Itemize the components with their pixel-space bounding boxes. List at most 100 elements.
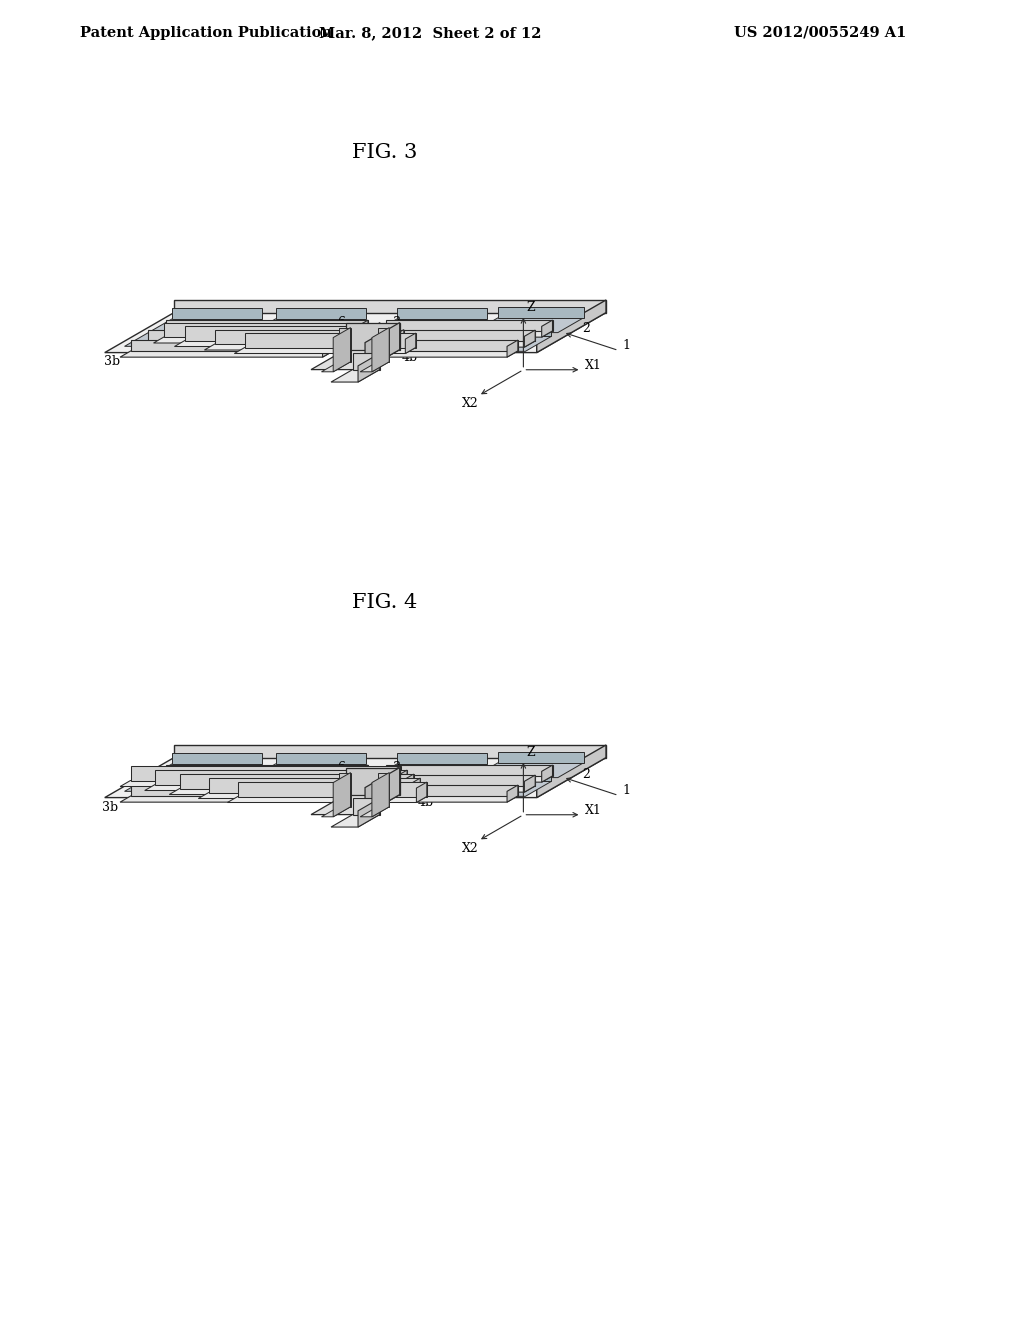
Polygon shape <box>172 752 262 764</box>
Polygon shape <box>120 796 334 803</box>
Polygon shape <box>397 308 487 319</box>
Polygon shape <box>322 807 350 817</box>
Polygon shape <box>397 752 487 764</box>
Polygon shape <box>393 330 403 350</box>
Polygon shape <box>174 300 606 313</box>
Polygon shape <box>403 774 414 795</box>
Polygon shape <box>323 785 334 803</box>
Polygon shape <box>372 327 389 372</box>
Polygon shape <box>365 768 399 814</box>
Polygon shape <box>131 341 334 351</box>
Polygon shape <box>155 776 368 783</box>
Text: 4b: 4b <box>401 351 418 363</box>
Polygon shape <box>169 788 414 795</box>
Text: FIG. 4: FIG. 4 <box>352 593 418 611</box>
Polygon shape <box>340 330 350 347</box>
Polygon shape <box>131 785 334 796</box>
Polygon shape <box>499 752 584 763</box>
Polygon shape <box>166 321 368 331</box>
Polygon shape <box>372 772 389 817</box>
Polygon shape <box>125 764 262 792</box>
Polygon shape <box>417 781 427 803</box>
Polygon shape <box>227 796 427 803</box>
Polygon shape <box>148 330 350 341</box>
Polygon shape <box>185 326 392 341</box>
Polygon shape <box>172 308 262 319</box>
Polygon shape <box>472 763 584 777</box>
Polygon shape <box>382 326 392 346</box>
Polygon shape <box>179 774 414 788</box>
Polygon shape <box>352 354 380 370</box>
Text: X1: X1 <box>585 804 602 817</box>
Text: FIG. 3: FIG. 3 <box>352 143 418 161</box>
Polygon shape <box>166 766 368 776</box>
Polygon shape <box>346 768 399 795</box>
Text: X2: X2 <box>462 842 479 855</box>
Polygon shape <box>341 796 518 803</box>
Polygon shape <box>174 744 606 758</box>
Polygon shape <box>346 322 399 350</box>
Polygon shape <box>357 321 368 337</box>
Polygon shape <box>406 333 416 354</box>
Text: 1: 1 <box>623 339 631 352</box>
Polygon shape <box>339 772 350 807</box>
Polygon shape <box>228 319 366 346</box>
Polygon shape <box>351 785 518 796</box>
Text: 3: 3 <box>393 760 401 774</box>
Polygon shape <box>164 322 380 337</box>
Text: 18b: 18b <box>303 345 327 358</box>
Polygon shape <box>137 341 350 347</box>
Polygon shape <box>472 318 584 333</box>
Polygon shape <box>322 362 350 372</box>
Polygon shape <box>311 795 399 814</box>
Polygon shape <box>120 351 334 358</box>
Text: X1: X1 <box>585 359 602 372</box>
Polygon shape <box>440 337 551 351</box>
Polygon shape <box>234 347 416 354</box>
Polygon shape <box>370 322 380 343</box>
Polygon shape <box>154 337 380 343</box>
Text: 2: 2 <box>582 322 590 335</box>
Polygon shape <box>120 780 400 787</box>
Polygon shape <box>349 764 487 792</box>
Polygon shape <box>499 306 584 318</box>
Text: 4a: 4a <box>217 343 232 356</box>
Polygon shape <box>507 341 518 358</box>
Text: 4: 4 <box>257 791 265 804</box>
Polygon shape <box>199 792 420 799</box>
Text: Z: Z <box>526 746 535 759</box>
Polygon shape <box>331 370 380 381</box>
Text: 18b: 18b <box>327 792 351 804</box>
Polygon shape <box>358 799 380 828</box>
Polygon shape <box>390 766 400 787</box>
Polygon shape <box>104 313 606 352</box>
Polygon shape <box>365 322 399 370</box>
Polygon shape <box>466 771 551 781</box>
Polygon shape <box>542 766 553 783</box>
Polygon shape <box>323 341 334 358</box>
Polygon shape <box>537 744 606 797</box>
Text: 6: 6 <box>337 315 345 329</box>
Polygon shape <box>524 775 536 792</box>
Polygon shape <box>369 330 536 341</box>
Text: 2: 2 <box>582 767 590 780</box>
Polygon shape <box>205 345 403 350</box>
Polygon shape <box>331 814 380 828</box>
Polygon shape <box>137 785 350 792</box>
Polygon shape <box>148 775 350 785</box>
Text: Patent Application Publication: Patent Application Publication <box>80 26 332 40</box>
Text: 1: 1 <box>623 784 631 797</box>
Text: Z: Z <box>526 301 535 314</box>
Polygon shape <box>245 333 416 347</box>
Text: 3b: 3b <box>101 801 118 814</box>
Polygon shape <box>125 319 262 346</box>
Polygon shape <box>375 331 553 337</box>
Polygon shape <box>333 327 350 372</box>
Polygon shape <box>340 775 350 792</box>
Polygon shape <box>357 766 368 783</box>
Polygon shape <box>386 321 553 331</box>
Polygon shape <box>358 354 380 381</box>
Polygon shape <box>378 772 389 807</box>
Text: Mar. 8, 2012  Sheet 2 of 12: Mar. 8, 2012 Sheet 2 of 12 <box>318 26 542 40</box>
Polygon shape <box>357 785 536 792</box>
